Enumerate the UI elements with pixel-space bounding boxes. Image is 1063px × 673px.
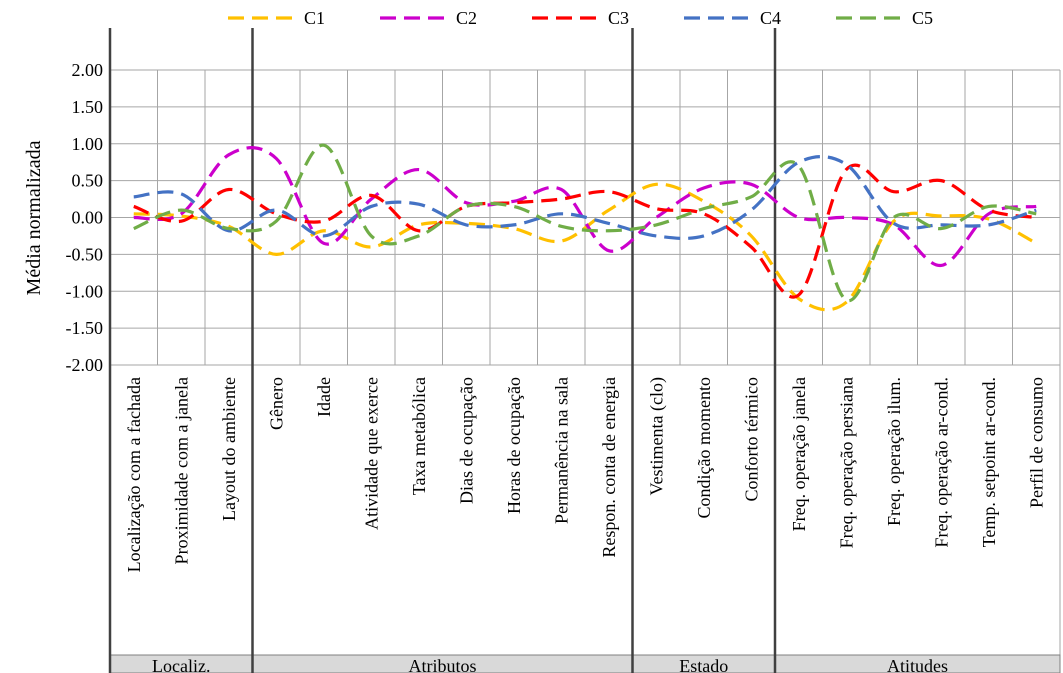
x-tick-label: Taxa metabólica (409, 377, 429, 495)
series-line-c3 (133, 163, 1037, 299)
y-tick-label: 2.00 (72, 60, 104, 80)
series-line-c5 (133, 143, 1037, 302)
legend: C1 C2 C3 C4 C5 (228, 8, 933, 28)
series-line-c1 (133, 182, 1037, 312)
x-tick-label: Permanência na sala (551, 377, 571, 524)
legend-label-c4: C4 (760, 8, 781, 28)
y-tick-label: 0.50 (72, 171, 104, 191)
group-label: Localiz. (152, 656, 210, 673)
y-tick-label: -1.50 (66, 318, 104, 338)
y-tick-label: 1.00 (72, 134, 104, 154)
x-tick-label: Gênero (266, 377, 286, 430)
x-tick-label: Vestimenta (clo) (646, 377, 667, 495)
y-tick-label: 0.00 (72, 208, 104, 228)
legend-label-c5: C5 (912, 8, 933, 28)
x-tick-label: Proximidade com a janela (171, 377, 191, 564)
x-tick-label: Temp. setpoint ar-cond. (979, 377, 999, 547)
y-tick-label: -2.00 (66, 355, 104, 375)
x-tick-label: Dias de ocupação (456, 377, 476, 504)
series-line-c2 (133, 146, 1037, 268)
x-tick-label: Perfil de consumo (1026, 377, 1046, 508)
x-tick-label: Layout do ambiente (219, 377, 239, 521)
group-label: Atributos (408, 656, 476, 673)
y-tick-label: -1.00 (66, 281, 104, 301)
y-tick-label: -0.50 (66, 244, 104, 264)
group-label: Estado (679, 656, 728, 673)
x-tick-label: Respon. conta de energia (599, 377, 619, 558)
x-tick-label: Freq. operação ar-cond. (931, 377, 951, 548)
x-tick-label: Freq. operação janela (789, 377, 809, 531)
y-tick-label: 1.50 (72, 97, 104, 117)
group-bands: Localiz. Atributos Estado Atitudes (108, 28, 1061, 673)
y-axis-title: Média normalizada (23, 140, 45, 295)
legend-label-c2: C2 (456, 8, 477, 28)
x-tick-label: Freq. operação ilum. (884, 377, 904, 526)
x-tick-label: Horas de ocupação (504, 377, 524, 514)
group-label: Atitudes (887, 656, 948, 673)
y-axis: 2.00 1.50 1.00 0.50 0.00 -0.50 -1.00 -1.50 -2.00 (66, 60, 104, 375)
x-tick-label: Conforto térmico (741, 377, 761, 501)
x-tick-label: Idade (314, 377, 334, 417)
x-tick-label: Freq. operação persiana (836, 377, 856, 548)
legend-label-c1: C1 (304, 8, 325, 28)
x-tick-label: Localização com a fachada (124, 377, 144, 572)
x-tick-label: Atividade que exerce (361, 377, 381, 530)
series-lines (133, 143, 1037, 312)
series-line-c4 (133, 155, 1037, 240)
x-tick-label: Condição momento (694, 377, 714, 518)
x-axis-labels: Localização com a fachada Proximidade com… (124, 377, 1047, 572)
legend-label-c3: C3 (608, 8, 629, 28)
